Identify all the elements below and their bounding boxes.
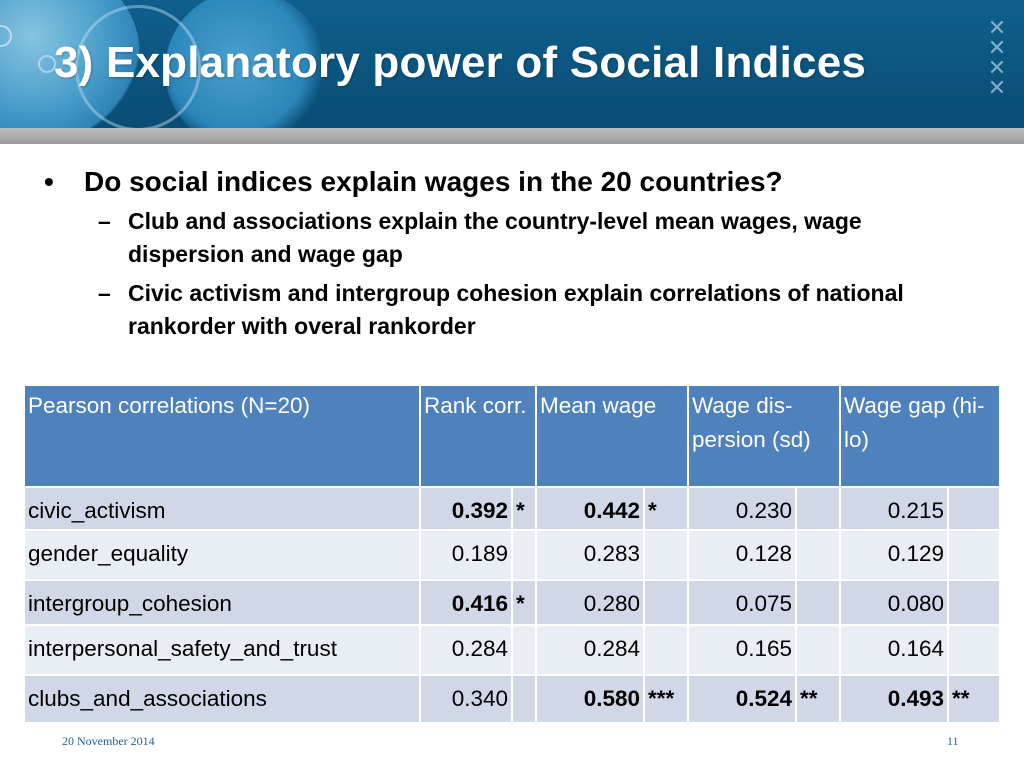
decorative-ring <box>75 5 201 128</box>
divider-bar <box>0 128 1024 144</box>
sub-bullet-item: – Civic activism and intergroup cohesion… <box>84 277 958 343</box>
mean-value: 0.283 <box>535 529 645 581</box>
header-dispersion: Wage dis-persion (sd) <box>687 384 841 488</box>
gap-significance <box>947 624 1001 676</box>
mean-value: 0.284 <box>535 624 645 676</box>
gap-significance <box>947 529 1001 581</box>
rank-value: 0.416 <box>419 579 513 626</box>
dispersion-value: 0.165 <box>687 624 797 676</box>
cross-pattern-icon: ✕ ✕ ✕ ✕ <box>987 15 1007 100</box>
mean-value: 0.280 <box>535 579 645 626</box>
table-row: clubs_and_associations 0.340 0.580 *** 0… <box>23 674 1001 724</box>
rank-significance: * <box>511 579 537 626</box>
row-label: intergroup_cohesion <box>23 579 421 626</box>
rank-value: 0.340 <box>419 674 513 724</box>
dispersion-significance <box>795 579 841 626</box>
correlation-table: Pearson correlations (N=20) Rank corr. M… <box>23 384 1001 724</box>
table-row: civic_activism 0.392 * 0.442 * 0.230 0.2… <box>23 486 1001 531</box>
rank-value: 0.284 <box>419 624 513 676</box>
mean-value: 0.442 <box>535 486 645 531</box>
sub-bullet-text: Club and associations explain the countr… <box>128 208 862 267</box>
header-rank: Rank corr. <box>419 384 537 488</box>
sub-bullet-item: – Club and associations explain the coun… <box>84 205 958 271</box>
table-header-row: Pearson correlations (N=20) Rank corr. M… <box>23 384 1001 488</box>
rank-value: 0.189 <box>419 529 513 581</box>
row-label: gender_equality <box>23 529 421 581</box>
bullet-list: • Do social indices explain wages in the… <box>44 165 1004 343</box>
dash-icon: – <box>98 208 111 234</box>
mean-significance <box>643 624 689 676</box>
rank-significance <box>511 674 537 724</box>
table-row: intergroup_cohesion 0.416 * 0.280 0.075 … <box>23 579 1001 626</box>
table-row: gender_equality 0.189 0.283 0.128 0.129 <box>23 529 1001 581</box>
gap-significance <box>947 579 1001 626</box>
dash-icon: – <box>98 280 111 306</box>
dispersion-value: 0.524 <box>687 674 797 724</box>
header-mean: Mean wage <box>535 384 689 488</box>
title-banner: ✕ ✕ ✕ ✕ 3) Explanatory power of Social Indi… <box>0 0 1024 128</box>
bullet-dot-icon: • <box>44 166 54 197</box>
footer-date: 20 November 2014 <box>62 734 155 748</box>
sub-bullet-text: Civic activism and intergroup cohesion e… <box>128 280 904 339</box>
dispersion-significance: ** <box>795 674 841 724</box>
decorative-ring <box>38 55 56 73</box>
gap-significance: ** <box>947 674 1001 724</box>
mean-significance <box>643 529 689 581</box>
table-row: interpersonal_safety_and_trust 0.284 0.2… <box>23 624 1001 676</box>
mean-value: 0.580 <box>535 674 645 724</box>
dispersion-significance <box>795 624 841 676</box>
row-label: interpersonal_safety_and_trust <box>23 624 421 676</box>
bullet-text: Do social indices explain wages in the 2… <box>84 166 783 197</box>
dispersion-significance <box>795 486 841 531</box>
rank-significance <box>511 529 537 581</box>
mean-significance: *** <box>643 674 689 724</box>
gap-value: 0.080 <box>839 579 949 626</box>
header-gap: Wage gap (hi-lo) <box>839 384 1001 488</box>
page-number: 11 <box>947 734 959 748</box>
header-label: Pearson correlations (N=20) <box>23 384 421 488</box>
mean-significance: * <box>643 486 689 531</box>
slide-title: 3) Explanatory power of Social Indices <box>54 38 867 87</box>
gap-value: 0.129 <box>839 529 949 581</box>
mean-significance <box>643 579 689 626</box>
dispersion-value: 0.128 <box>687 529 797 581</box>
gap-value: 0.164 <box>839 624 949 676</box>
dispersion-value: 0.075 <box>687 579 797 626</box>
gap-value: 0.215 <box>839 486 949 531</box>
rank-value: 0.392 <box>419 486 513 531</box>
gap-value: 0.493 <box>839 674 949 724</box>
bullet-item: • Do social indices explain wages in the… <box>44 165 1004 199</box>
dispersion-significance <box>795 529 841 581</box>
row-label: civic_activism <box>23 486 421 531</box>
dispersion-value: 0.230 <box>687 486 797 531</box>
row-label: clubs_and_associations <box>23 674 421 724</box>
rank-significance: * <box>511 486 537 531</box>
gap-significance <box>947 486 1001 531</box>
rank-significance <box>511 624 537 676</box>
